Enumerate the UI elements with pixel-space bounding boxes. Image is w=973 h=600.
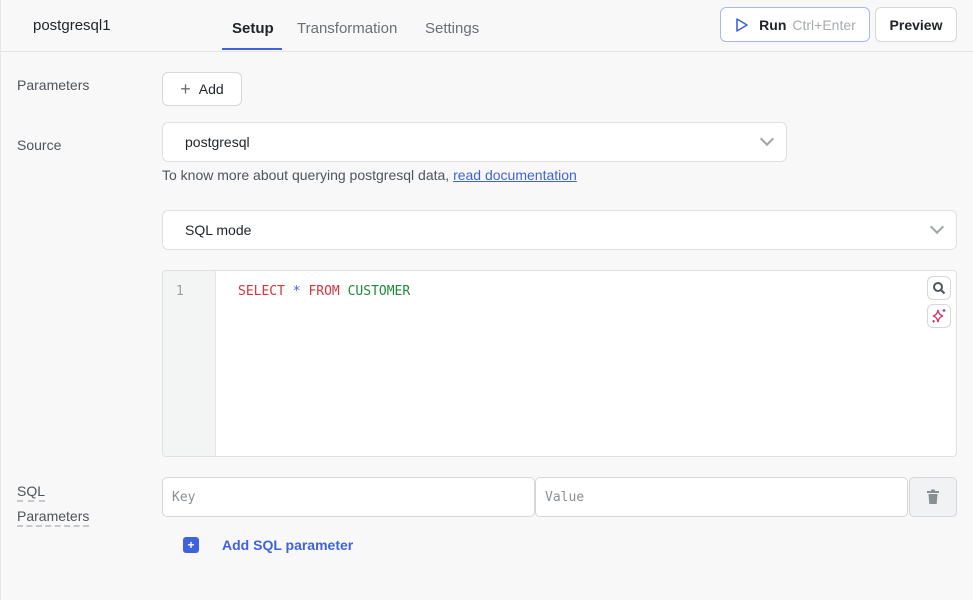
mode-select[interactable]: SQL mode: [162, 210, 957, 250]
hint-text: To know more about querying postgresql d…: [162, 167, 454, 183]
sparkle-icon: [932, 309, 946, 323]
delete-parameter-button[interactable]: [909, 477, 957, 517]
run-shortcut: Ctrl+Enter: [792, 16, 856, 33]
search-icon: [933, 282, 946, 295]
sql-editor[interactable]: 1 SELECT * FROM CUSTOMER: [162, 270, 957, 457]
header: [1, 0, 973, 52]
keyword-token: FROM: [308, 284, 340, 299]
active-tab-indicator: [222, 48, 282, 50]
identifier-token: CUSTOMER: [347, 284, 411, 299]
line-number: 1: [176, 284, 184, 299]
source-value: postgresql: [185, 134, 250, 150]
play-icon: [736, 17, 748, 32]
source-select[interactable]: postgresql: [162, 122, 787, 162]
ai-assist-button[interactable]: [927, 304, 951, 328]
add-sql-parameter-icon[interactable]: +: [183, 537, 199, 553]
add-sql-parameter-button[interactable]: Add SQL parameter: [222, 537, 354, 553]
query-name[interactable]: postgresql1: [33, 17, 111, 34]
operator-token: *: [292, 284, 301, 299]
label-line-1: SQL: [17, 482, 46, 502]
read-documentation-link[interactable]: read documentation: [453, 167, 577, 183]
sql-parameters-label: SQL Parameters: [17, 482, 90, 527]
code-line[interactable]: SELECT * FROM CUSTOMER: [238, 284, 410, 299]
value-input[interactable]: Value: [535, 477, 908, 517]
tab-transformation[interactable]: Transformation: [297, 20, 398, 37]
search-button[interactable]: [927, 276, 951, 300]
tab-settings[interactable]: Settings: [425, 20, 480, 37]
add-parameter-button[interactable]: + Add: [162, 72, 242, 106]
chevron-down-icon: [929, 219, 945, 235]
mode-value: SQL mode: [185, 222, 252, 238]
label-line-2: Parameters: [17, 507, 90, 527]
line-number-gutter: 1: [163, 271, 216, 456]
run-button[interactable]: Run Ctrl+Enter: [720, 7, 870, 42]
preview-button[interactable]: Preview: [875, 7, 957, 42]
parameters-label: Parameters: [17, 77, 90, 93]
key-input[interactable]: Key: [162, 477, 535, 517]
source-hint: To know more about querying postgresql d…: [162, 167, 577, 183]
plus-icon: +: [180, 78, 191, 99]
tab-setup[interactable]: Setup: [232, 20, 274, 37]
run-label: Run: [759, 16, 787, 33]
chevron-down-icon: [759, 131, 775, 147]
keyword-token: SELECT: [238, 284, 285, 299]
trash-icon: [927, 489, 939, 504]
source-label: Source: [17, 137, 62, 153]
add-label: Add: [198, 81, 224, 97]
